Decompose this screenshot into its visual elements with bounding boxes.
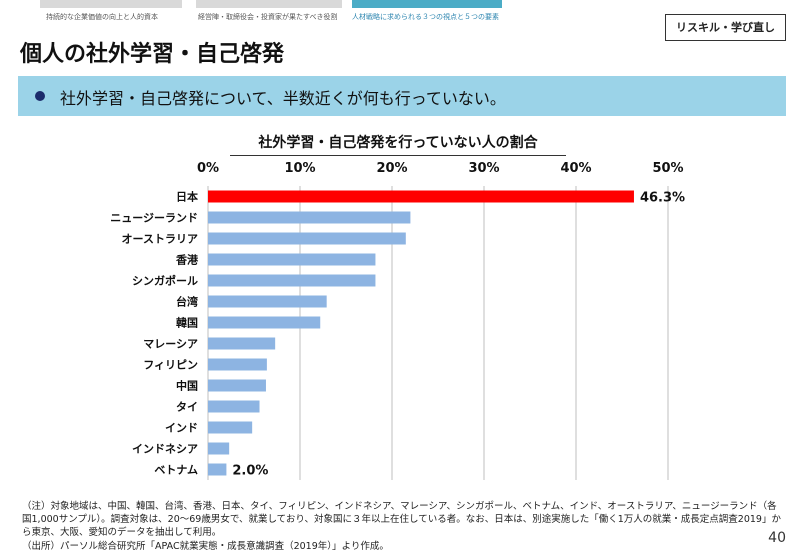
category-label-3: 香港 <box>175 253 199 267</box>
bar-11 <box>208 421 253 434</box>
data-label-0: 46.3% <box>640 191 685 206</box>
header-tab-1[interactable] <box>40 0 182 8</box>
x-tick-label-3: 30% <box>468 161 499 176</box>
bar-12 <box>208 442 230 455</box>
category-label-7: マレーシア <box>143 338 198 351</box>
category-tag: リスキル・学び直し <box>665 14 786 41</box>
category-label-8: フィリピン <box>143 359 198 372</box>
x-tick-label-2: 20% <box>376 161 407 176</box>
bar-4 <box>208 274 376 287</box>
x-tick-label-5: 50% <box>652 161 683 176</box>
bar-3 <box>208 253 376 266</box>
category-label-5: 台湾 <box>176 295 198 309</box>
bar-1 <box>208 211 411 224</box>
category-label-10: タイ <box>176 401 198 414</box>
bar-13 <box>208 463 227 476</box>
bar-10 <box>208 400 260 413</box>
page-title: 個人の社外学習・自己啓発 <box>20 42 285 67</box>
header-tab-2-label: 経営陣・取締役会・投資家が果たすべき役割 <box>198 13 338 21</box>
bar-8 <box>208 358 267 371</box>
footnote: （注）対象地域は、中国、韓国、台湾、香港、日本、タイ、フィリピン、インドネシア、… <box>22 501 781 538</box>
category-label-11: インド <box>165 422 198 435</box>
data-label-1: 2.0% <box>232 464 268 479</box>
category-label-6: 韓国 <box>176 316 198 330</box>
x-tick-label-1: 10% <box>284 161 315 176</box>
bar-2 <box>208 232 406 245</box>
bullet-icon <box>35 91 45 101</box>
summary-text: 社外学習・自己啓発について、半数近くが何も行っていない。 <box>60 89 506 108</box>
header-tab-3[interactable] <box>352 0 502 8</box>
x-tick-label-0: 0% <box>197 161 219 176</box>
header-tab-2[interactable] <box>196 0 342 8</box>
category-label-13: ベトナム <box>154 464 198 477</box>
bar-7 <box>208 337 276 350</box>
category-label-2: オーストラリア <box>122 233 198 246</box>
bar-0 <box>208 190 634 203</box>
x-tick-label-4: 40% <box>560 161 591 176</box>
bar-5 <box>208 295 327 308</box>
category-label-12: インドネシア <box>132 443 198 456</box>
header-tab-1-label: 持続的な企業価値の向上と人的資本 <box>46 13 158 21</box>
page-number: 40 <box>768 530 786 546</box>
chart-title: 社外学習・自己啓発を行っていない人の割合 <box>230 132 566 156</box>
bar-chart: 0% 10% 20% 30% 40% 50% 日本ニュージーランドオーストラリア香港シンガポ… <box>110 161 685 480</box>
category-label-4: シンガポール <box>132 274 198 288</box>
bar-6 <box>208 316 321 329</box>
category-label-0: 日本 <box>176 190 198 204</box>
header-tab-3-label: 人材戦略に求められる３つの視点と５つの要素 <box>352 13 499 21</box>
source-note: （出所）パーソル総合研究所「APAC就業実態・成長意識調査（2019年）」より作… <box>22 541 389 552</box>
category-label-9: 中国 <box>176 379 198 393</box>
summary-banner: 社外学習・自己啓発について、半数近くが何も行っていない。 <box>18 76 786 116</box>
bar-9 <box>208 379 266 392</box>
category-label-1: ニュージーランド <box>110 212 198 225</box>
